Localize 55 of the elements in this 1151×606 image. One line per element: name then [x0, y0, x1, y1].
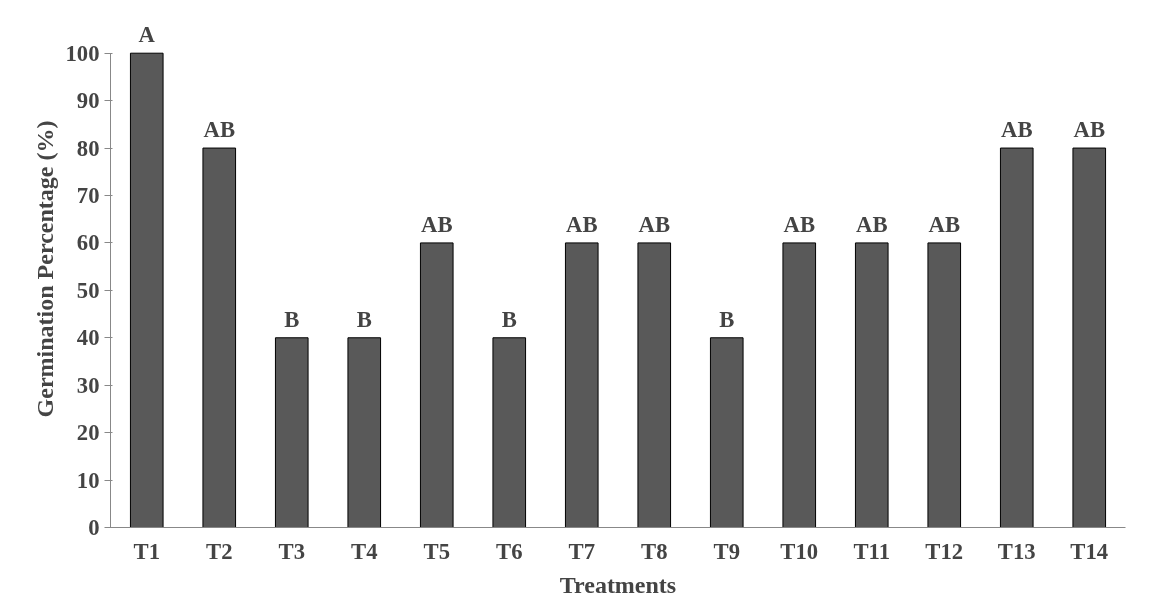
data-label: AB — [638, 211, 670, 237]
bar — [709, 337, 744, 528]
x-tick-label: T8 — [641, 538, 668, 564]
data-label: AB — [1073, 117, 1105, 143]
bar — [492, 337, 527, 528]
data-label: B — [719, 306, 735, 332]
y-tick-label: 20 — [76, 420, 100, 446]
x-tick-label: T11 — [853, 538, 891, 564]
bar — [347, 337, 382, 528]
x-tick-label: T9 — [713, 538, 740, 564]
x-tick-label: T13 — [997, 538, 1036, 564]
y-axis-title: Germination Percentage (%) — [31, 120, 58, 418]
x-axis-title: Treatments — [559, 571, 677, 598]
x-tick-label: T5 — [423, 538, 450, 564]
y-tick-label: 0 — [88, 515, 100, 540]
y-tick-label: 50 — [76, 277, 100, 303]
bar — [927, 242, 962, 528]
y-tick-label: 30 — [76, 372, 100, 398]
data-label: B — [284, 306, 300, 332]
x-tick-label: T10 — [780, 538, 819, 564]
x-tick-label: T4 — [351, 538, 378, 564]
x-tick-label: T6 — [496, 538, 523, 564]
y-tick-label: 100 — [65, 40, 100, 66]
bar — [419, 242, 454, 528]
data-label: AB — [783, 211, 815, 237]
bar — [999, 147, 1034, 528]
bar — [854, 242, 889, 528]
y-tick-label: 70 — [76, 182, 100, 208]
y-tick-label: 40 — [76, 325, 100, 351]
x-tick-label: T3 — [278, 538, 305, 564]
y-tick-label: 60 — [76, 230, 100, 256]
data-label: B — [356, 306, 372, 332]
bar — [202, 147, 237, 528]
x-tick-label: T14 — [1070, 538, 1109, 564]
bar — [782, 242, 817, 528]
x-tick-label: T7 — [568, 538, 595, 564]
data-label: A — [138, 22, 156, 48]
data-label: B — [501, 306, 517, 332]
data-label: AB — [566, 211, 598, 237]
data-label: AB — [421, 211, 453, 237]
bar — [274, 337, 309, 528]
data-label: AB — [856, 211, 888, 237]
x-tick-label: T1 — [133, 538, 160, 564]
bar — [129, 52, 164, 528]
y-tick-label: 80 — [76, 135, 100, 161]
bar — [564, 242, 599, 528]
x-tick-label: T2 — [206, 538, 233, 564]
bar — [1072, 147, 1107, 528]
data-label: AB — [1001, 117, 1033, 143]
y-tick-label: 90 — [76, 88, 100, 114]
x-tick-label: T12 — [925, 538, 964, 564]
data-label: AB — [928, 211, 960, 237]
bar — [637, 242, 672, 528]
data-label: AB — [203, 117, 235, 143]
y-tick-label: 10 — [76, 467, 100, 493]
